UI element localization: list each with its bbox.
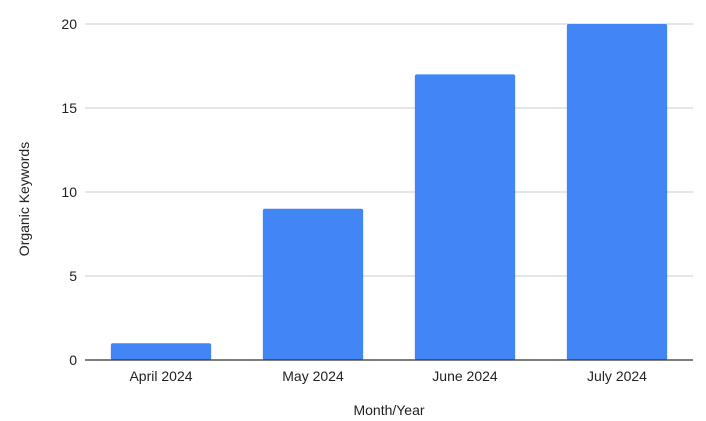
x-tick-label: July 2024 [587, 368, 647, 384]
y-tick-label: 5 [69, 268, 77, 284]
bar [566, 24, 668, 360]
bar [110, 343, 212, 360]
bar [262, 208, 364, 360]
x-tick-label: June 2024 [432, 368, 498, 384]
x-tick-labels: April 2024 May 2024 June 2024 July 2024 [129, 368, 647, 384]
x-axis-title: Month/Year [353, 402, 424, 418]
bar [414, 74, 516, 361]
bars [110, 24, 668, 361]
y-axis-title: Organic Keywords [16, 142, 32, 256]
x-tick-label: April 2024 [129, 368, 192, 384]
y-tick-label: 15 [61, 100, 77, 116]
y-tick-label: 0 [69, 352, 77, 368]
x-tick-label: May 2024 [282, 368, 344, 384]
y-tick-label: 10 [61, 184, 77, 200]
y-tick-labels: 0 5 10 15 20 [61, 16, 77, 368]
y-tick-label: 20 [61, 16, 77, 32]
